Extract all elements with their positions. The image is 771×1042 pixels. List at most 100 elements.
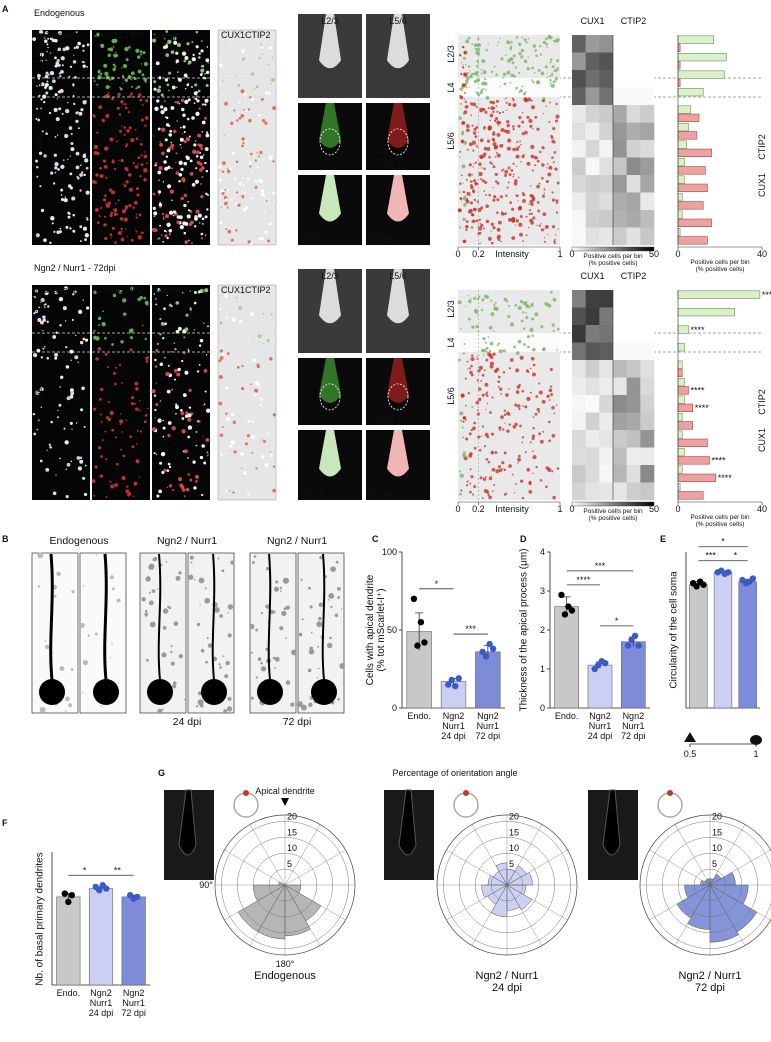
image-pixel	[508, 173, 512, 177]
image-pixel	[538, 382, 541, 385]
image-pixel	[514, 482, 517, 485]
image-pixel	[218, 401, 223, 406]
image-pixel	[165, 53, 170, 57]
r-tick-label: 10	[712, 843, 722, 853]
image-pixel	[529, 441, 532, 444]
image-pixel	[551, 139, 556, 144]
image-pixel	[221, 192, 225, 196]
image-pixel	[135, 229, 137, 232]
image-pixel	[481, 373, 485, 377]
image-pixel	[509, 201, 512, 205]
image-pixel	[482, 70, 487, 75]
image-pixel	[285, 637, 287, 640]
image-pixel	[196, 99, 200, 103]
image-pixel	[42, 315, 46, 319]
image-pixel	[135, 386, 139, 391]
image-pixel	[301, 618, 304, 621]
image-pixel	[497, 465, 501, 469]
image-pixel	[155, 403, 159, 407]
image-pixel	[100, 420, 103, 423]
image-pixel	[489, 113, 494, 118]
image-pixel	[142, 51, 146, 55]
image-pixel	[183, 193, 188, 198]
image-pixel	[553, 151, 557, 154]
image-pixel	[480, 309, 484, 312]
image-pixel	[175, 152, 178, 155]
image-pixel	[335, 560, 339, 564]
image-pixel	[200, 183, 202, 185]
image-pixel	[93, 80, 96, 82]
image-pixel	[56, 571, 61, 577]
image-pixel	[258, 340, 261, 343]
image-pixel	[244, 205, 249, 210]
image-pixel	[528, 212, 531, 216]
image-pixel	[469, 370, 473, 375]
image-pixel	[501, 429, 504, 431]
image-pixel	[125, 180, 129, 184]
image-pixel	[460, 489, 463, 492]
image-pixel	[511, 207, 515, 211]
bar	[677, 210, 683, 219]
image-pixel	[543, 192, 545, 194]
image-pixel	[127, 493, 131, 497]
image-pixel	[109, 233, 113, 236]
image-pixel	[103, 223, 107, 227]
image-pixel	[188, 239, 190, 242]
image-pixel	[143, 154, 148, 159]
image-pixel	[193, 579, 196, 581]
neuron	[49, 553, 54, 681]
image-pixel	[512, 127, 515, 131]
image-pixel	[484, 88, 487, 91]
image-pixel	[206, 451, 208, 454]
image-pixel	[516, 140, 519, 144]
image-pixel	[120, 340, 124, 344]
heatmap-cell	[585, 325, 600, 343]
image-pixel	[33, 295, 35, 298]
significance: **	[114, 865, 122, 875]
image-pixel	[532, 128, 534, 130]
image-pixel	[99, 705, 102, 707]
bar	[677, 43, 681, 52]
image-pixel	[187, 201, 189, 203]
y-tick-label: 0	[540, 703, 545, 713]
image-pixel	[476, 145, 479, 148]
zoom-label: CTIP2	[369, 158, 395, 168]
image-pixel	[195, 154, 199, 158]
image-pixel	[72, 84, 75, 87]
image-pixel	[525, 315, 529, 320]
heatmap-cell	[613, 192, 627, 211]
image-pixel	[259, 150, 263, 155]
image-pixel	[157, 588, 159, 590]
heatmap-cell	[640, 307, 655, 326]
image-pixel	[198, 107, 201, 110]
image-pixel	[40, 356, 44, 359]
image-pixel	[522, 92, 526, 96]
heatmap-cell	[572, 482, 586, 501]
image-pixel	[502, 72, 507, 77]
image-pixel	[120, 237, 125, 242]
image-pixel	[153, 215, 155, 217]
image-pixel	[121, 381, 124, 384]
image-pixel	[160, 234, 163, 236]
image-pixel	[136, 55, 141, 59]
image-pixel	[111, 487, 113, 489]
image-pixel	[186, 42, 190, 46]
image-pixel	[549, 78, 552, 82]
image-pixel	[545, 43, 548, 46]
image-pixel	[235, 191, 239, 194]
image-pixel	[63, 159, 65, 161]
image-pixel	[549, 385, 553, 388]
image-pixel	[204, 116, 208, 120]
image-pixel	[491, 100, 496, 105]
image-pixel	[168, 133, 173, 137]
image-pixel	[468, 453, 473, 458]
image-pixel	[459, 156, 461, 158]
image-pixel	[462, 436, 464, 439]
r-tick-label: 10	[287, 843, 297, 853]
image-pixel	[476, 358, 479, 361]
image-pixel	[69, 227, 72, 230]
image-pixel	[67, 101, 69, 104]
spoke	[506, 824, 543, 886]
image-pixel	[462, 190, 466, 194]
image-pixel	[135, 187, 139, 191]
